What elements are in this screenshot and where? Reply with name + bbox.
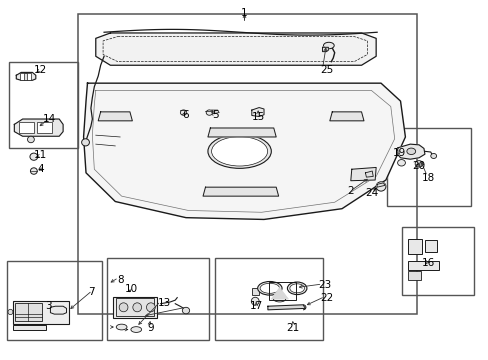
Polygon shape (271, 288, 288, 299)
Ellipse shape (30, 168, 37, 174)
Text: 21: 21 (286, 323, 299, 333)
Polygon shape (322, 47, 328, 51)
Text: 18: 18 (421, 173, 434, 183)
Ellipse shape (287, 282, 306, 294)
Ellipse shape (289, 284, 304, 293)
Text: 3: 3 (44, 301, 51, 311)
Bar (407, 271, 420, 280)
Text: 6: 6 (183, 110, 189, 120)
Bar (386, 128, 470, 206)
Ellipse shape (257, 282, 282, 295)
Text: 11: 11 (34, 150, 47, 160)
Bar (113, 297, 157, 318)
Text: 19: 19 (392, 148, 406, 158)
Text: 7: 7 (88, 287, 95, 297)
Ellipse shape (119, 303, 128, 312)
Bar (252, 288, 259, 296)
Ellipse shape (180, 110, 186, 115)
Ellipse shape (260, 283, 279, 293)
Ellipse shape (81, 139, 89, 146)
Polygon shape (207, 128, 276, 137)
Ellipse shape (323, 42, 333, 49)
Bar (37, 122, 52, 134)
Ellipse shape (207, 134, 271, 168)
Text: 1: 1 (241, 8, 247, 18)
Text: 8: 8 (117, 275, 123, 285)
Ellipse shape (251, 297, 259, 305)
Bar (15, 303, 42, 321)
Bar (78, 14, 416, 315)
Ellipse shape (182, 307, 189, 314)
Ellipse shape (116, 324, 127, 330)
Text: 13: 13 (157, 298, 170, 308)
Text: 9: 9 (147, 323, 154, 333)
Polygon shape (96, 33, 375, 65)
Polygon shape (98, 112, 132, 121)
Ellipse shape (27, 136, 34, 143)
Ellipse shape (146, 303, 155, 312)
Bar (13, 301, 69, 324)
Polygon shape (329, 112, 363, 121)
Ellipse shape (206, 110, 212, 115)
Bar (107, 258, 209, 339)
Text: 5: 5 (211, 110, 218, 120)
Bar (424, 240, 436, 252)
Bar (19, 122, 34, 134)
Ellipse shape (133, 303, 142, 312)
Ellipse shape (406, 148, 415, 154)
Polygon shape (365, 171, 372, 177)
Text: 20: 20 (412, 161, 425, 171)
Ellipse shape (397, 159, 405, 166)
Text: 17: 17 (249, 301, 262, 311)
Bar (401, 227, 473, 296)
Ellipse shape (430, 153, 436, 158)
Text: 16: 16 (421, 258, 434, 268)
Polygon shape (350, 167, 375, 181)
Ellipse shape (414, 161, 422, 167)
Ellipse shape (211, 136, 267, 166)
Bar (6, 261, 102, 339)
Bar (20, 73, 31, 80)
Polygon shape (396, 144, 424, 159)
Ellipse shape (8, 309, 13, 315)
Text: 24: 24 (365, 188, 378, 198)
Text: 23: 23 (318, 280, 331, 290)
Polygon shape (16, 72, 36, 80)
Polygon shape (376, 183, 384, 187)
Polygon shape (83, 83, 405, 220)
Text: 4: 4 (37, 164, 44, 174)
Polygon shape (267, 305, 305, 310)
Text: 12: 12 (34, 64, 47, 75)
Text: 14: 14 (43, 114, 56, 124)
Text: 15: 15 (251, 112, 264, 122)
Bar (13, 324, 46, 330)
Polygon shape (211, 110, 219, 114)
Text: 25: 25 (319, 64, 332, 75)
Bar (24, 73, 27, 80)
Polygon shape (50, 306, 66, 314)
Ellipse shape (131, 327, 142, 332)
Bar (407, 239, 421, 253)
Bar (215, 258, 323, 339)
Bar (116, 298, 154, 316)
Bar (268, 282, 295, 300)
Text: 2: 2 (347, 186, 353, 197)
Bar (9, 62, 78, 148)
Bar (407, 261, 438, 270)
Text: 22: 22 (319, 293, 332, 303)
Polygon shape (251, 108, 264, 117)
Polygon shape (203, 187, 278, 196)
Ellipse shape (375, 182, 385, 191)
Polygon shape (14, 119, 63, 136)
Ellipse shape (30, 153, 38, 160)
Text: 10: 10 (124, 284, 138, 294)
